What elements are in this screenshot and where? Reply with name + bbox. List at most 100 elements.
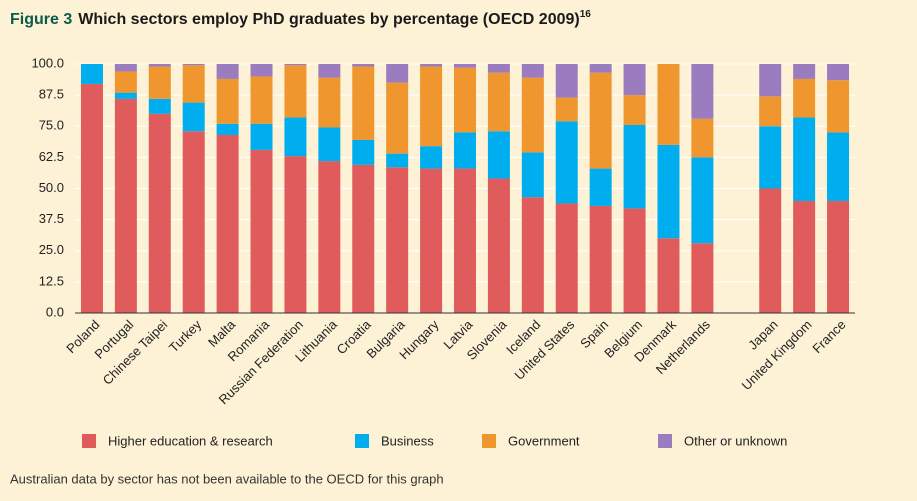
bar-segment — [148, 64, 171, 67]
bar-segment — [386, 153, 409, 168]
bar-segment — [521, 77, 544, 153]
bar-segment — [589, 72, 612, 169]
bar-segment — [216, 78, 239, 124]
bar-segment — [216, 123, 239, 135]
bar-segment — [318, 77, 341, 128]
bar-segment — [148, 113, 171, 313]
bar-segment — [487, 131, 510, 179]
bar-segment — [555, 203, 578, 313]
bar-segment — [352, 164, 375, 313]
legend-label: Business — [381, 433, 434, 448]
bar-segment — [216, 134, 239, 313]
y-tick-label: 12.5 — [39, 273, 64, 288]
bar-segment — [284, 64, 307, 66]
bar-segment — [691, 118, 714, 158]
bar-segment — [759, 188, 782, 313]
bar-segment — [386, 82, 409, 154]
bar-segment — [386, 64, 409, 83]
figure-label: Figure 3 — [10, 11, 72, 28]
bar-segment — [284, 65, 307, 118]
bar-segment — [420, 66, 443, 147]
x-tick-label: Turkey — [166, 317, 205, 356]
bar-segment — [793, 64, 816, 79]
legend-label: Other or unknown — [684, 433, 787, 448]
x-tick-label: United States — [511, 317, 577, 383]
bar-segment — [114, 64, 137, 72]
y-tick-label: 25.0 — [39, 242, 64, 257]
bar-segment — [420, 146, 443, 169]
bar-segment — [623, 208, 646, 313]
bar-segment — [80, 64, 103, 84]
bar-segment — [759, 96, 782, 127]
bar-segment — [114, 98, 137, 313]
y-tick-label: 75.0 — [39, 118, 64, 133]
bar-segment — [589, 168, 612, 206]
bar-segment — [318, 161, 341, 313]
bar-segment — [555, 121, 578, 204]
bar-segment — [827, 80, 850, 133]
bar-segment — [487, 64, 510, 73]
bar-segment — [793, 117, 816, 201]
bar-segment — [623, 64, 646, 96]
bar-segment — [148, 66, 171, 99]
bar-segment — [589, 205, 612, 313]
bar-segment — [623, 125, 646, 209]
bar-segment — [250, 76, 273, 124]
bar-segment — [827, 132, 850, 201]
bar-segment — [759, 64, 782, 97]
bar-segment — [827, 64, 850, 81]
legend-swatch — [658, 434, 672, 448]
title-reference: 16 — [580, 9, 592, 20]
footnote: Australian data by sector has not been a… — [10, 471, 444, 486]
bar-segment — [352, 66, 375, 140]
bar-segment — [454, 168, 476, 313]
bar-segment — [793, 200, 816, 313]
y-tick-label: 100.0 — [31, 55, 64, 70]
legend-label: Higher education & research — [108, 433, 273, 448]
bar-segment — [657, 144, 680, 239]
bar-segment — [318, 127, 341, 162]
y-tick-label: 37.5 — [39, 211, 64, 226]
bar-segment — [250, 64, 273, 77]
legend-swatch — [82, 434, 96, 448]
bar-segment — [487, 178, 510, 313]
y-tick-label: 87.5 — [39, 87, 64, 102]
bar-segment — [454, 64, 476, 68]
bar-segment — [318, 64, 341, 78]
bar-segment — [657, 238, 680, 313]
legend-label: Government — [508, 433, 580, 448]
bar-segment — [420, 64, 443, 67]
bar-segment — [521, 197, 544, 313]
bar-segment — [691, 243, 714, 313]
y-tick-label: 0.0 — [46, 304, 64, 319]
bar-segment — [691, 157, 714, 244]
bar-segment — [623, 95, 646, 126]
bar-segment — [148, 98, 171, 114]
bar-segment — [691, 64, 714, 119]
bar-segment — [284, 117, 307, 157]
bar-segment — [80, 83, 103, 313]
bar-segment — [386, 167, 409, 313]
bar-segment — [420, 168, 443, 313]
bar-segment — [352, 64, 375, 67]
bar-segment — [216, 64, 239, 79]
bar-segment — [793, 78, 816, 118]
bar-segment — [250, 123, 273, 150]
bar-segment — [487, 72, 510, 132]
bar-segment — [555, 64, 578, 98]
title-text: Which sectors employ PhD graduates by pe… — [78, 11, 579, 28]
bar-segment — [250, 149, 273, 313]
legend-swatch — [355, 434, 369, 448]
chart-title: Figure 3 Which sectors employ PhD graduat… — [10, 9, 591, 29]
bar-segment — [827, 200, 850, 313]
y-tick-label: 50.0 — [39, 180, 64, 195]
bar-segment — [589, 64, 612, 73]
bar-segment — [182, 102, 205, 132]
bar-segment — [521, 64, 544, 78]
bar-segment — [182, 65, 205, 103]
bar-segment — [454, 132, 476, 169]
bar-segment — [352, 139, 375, 165]
bar-segment — [657, 64, 680, 145]
x-tick-label: France — [809, 317, 848, 356]
